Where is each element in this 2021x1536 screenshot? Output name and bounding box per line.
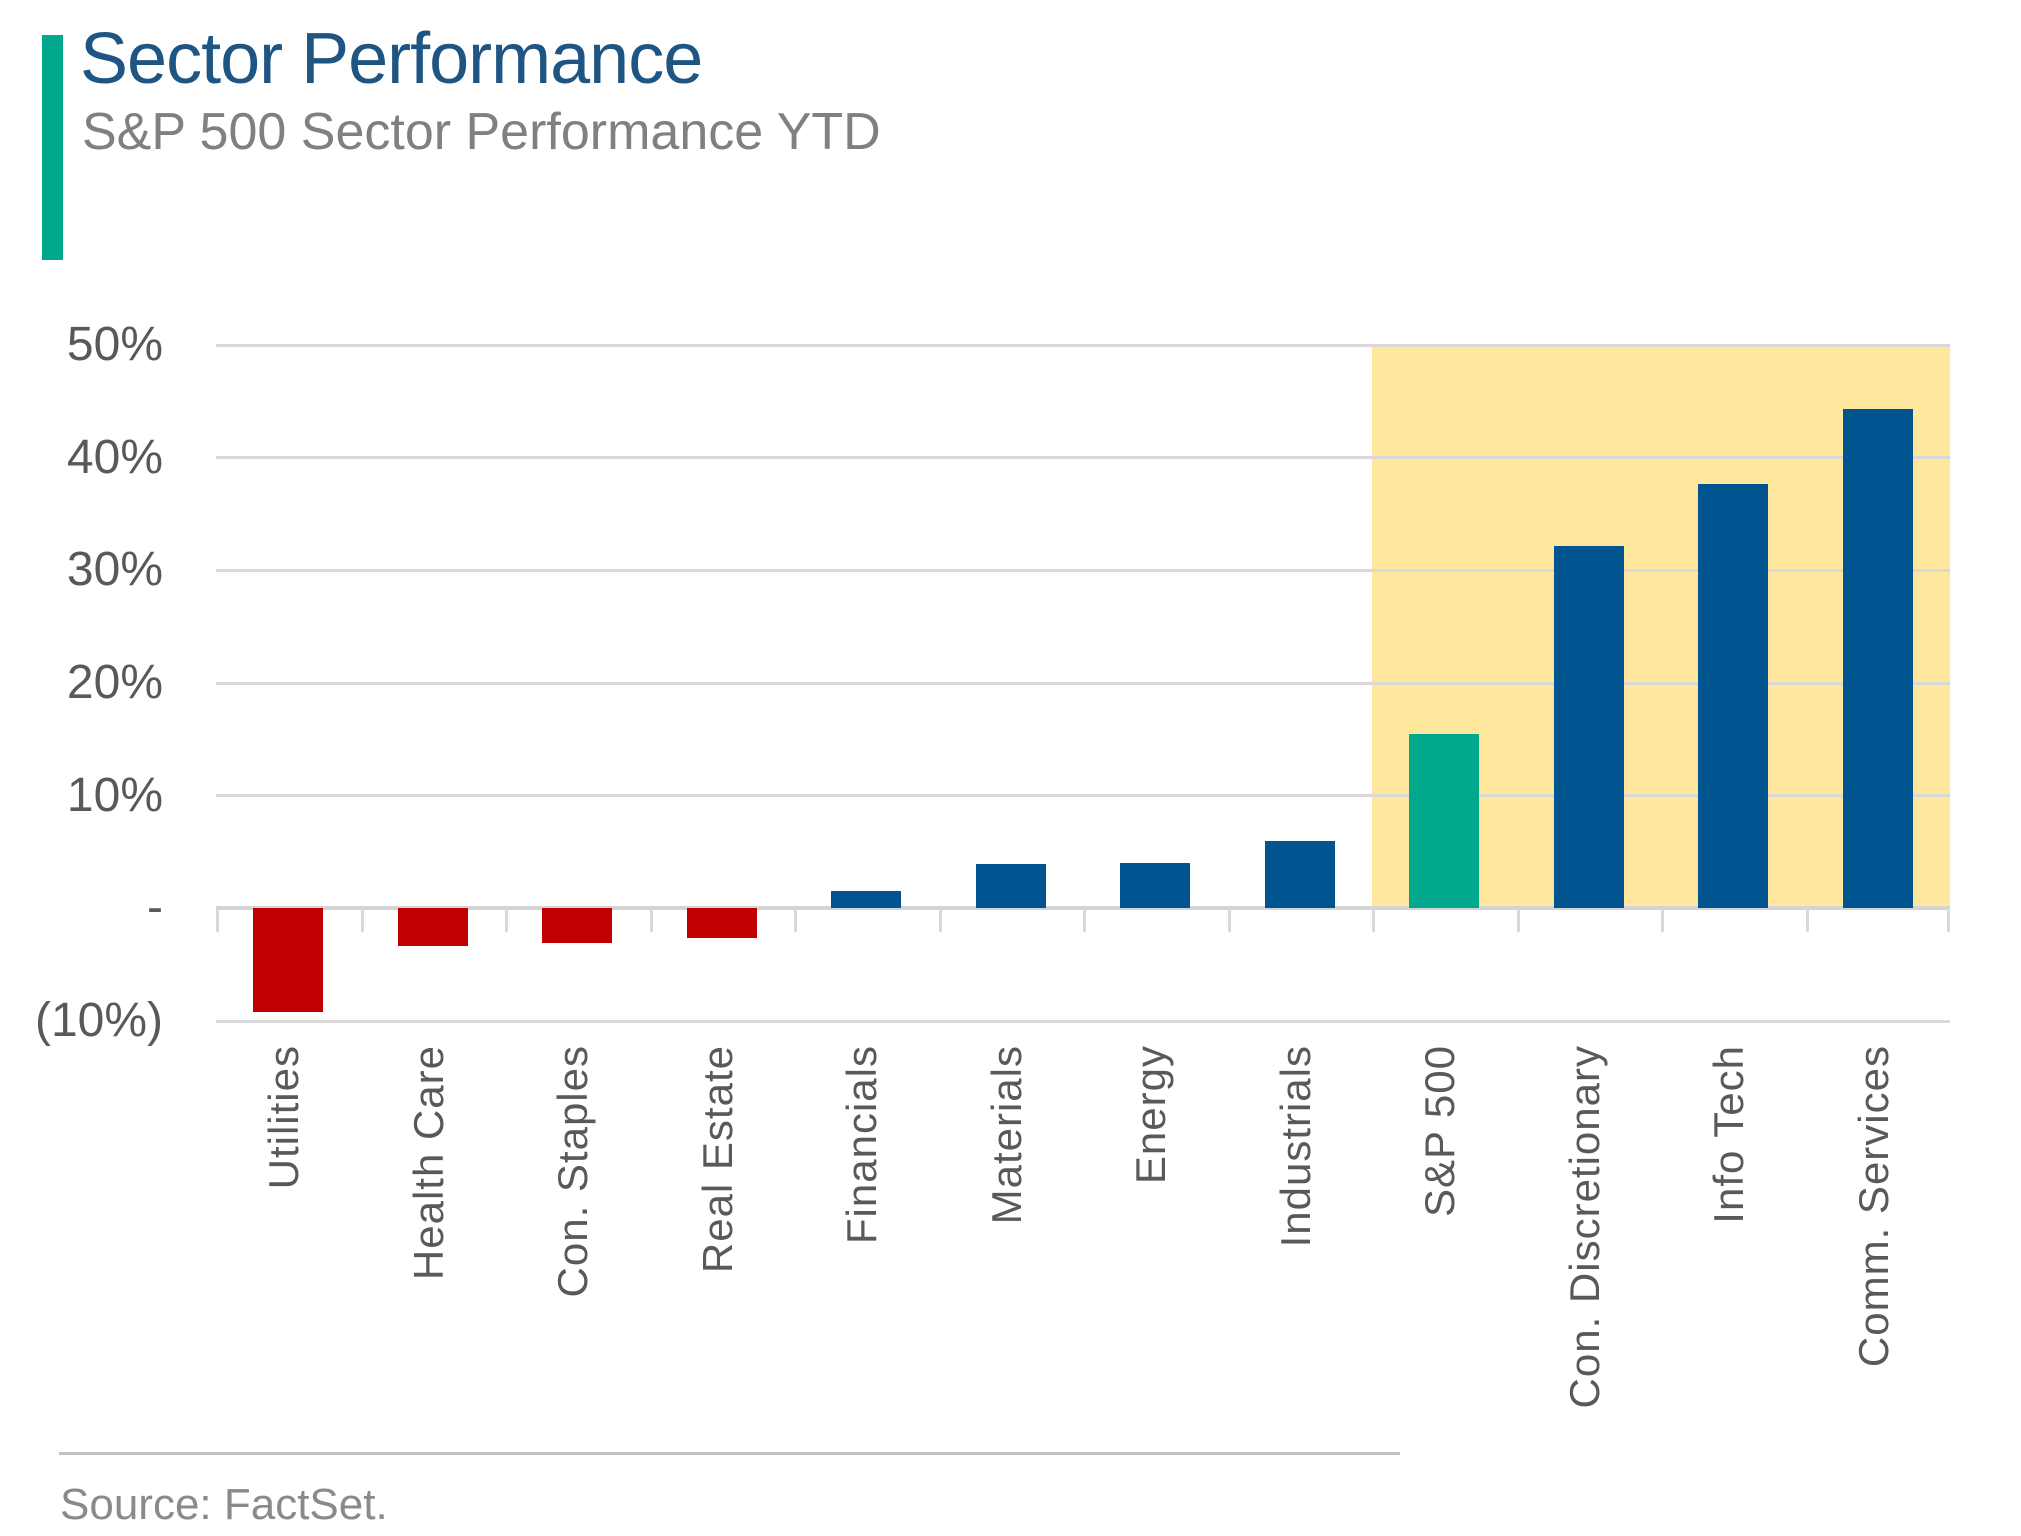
y-axis-label-10: (10%) [34,994,163,1047]
gridline [216,343,1950,347]
x-label-info-tech: Info Tech [1705,1045,1753,1224]
x-axis-tick [1227,908,1231,933]
x-label-comm-services: Comm. Services [1849,1045,1897,1368]
page-subtitle: S&P 500 Sector Performance YTD [82,103,881,161]
x-axis-tick [1516,908,1520,933]
bar-health-care [397,908,468,946]
x-axis-tick [360,908,364,933]
bar-utilities [253,908,324,1012]
page-title: Sector Performance [80,19,703,99]
x-label-health-care: Health Care [404,1045,452,1281]
x-axis-tick [794,908,797,933]
y-axis-label-50: 50% [66,318,163,371]
bar-materials [975,864,1046,909]
bar-comm-services [1842,409,1913,909]
gridline [216,681,1950,685]
bar-info-tech [1698,483,1769,909]
x-label-industrials: Industrials [1271,1045,1319,1248]
title-accent-bar [42,35,63,260]
x-axis-tick [938,908,942,933]
x-label-s-p-500: S&P 500 [1416,1045,1464,1218]
x-axis-tick [216,908,219,933]
x-axis-tick [1947,908,1950,933]
x-label-con-discretionary: Con. Discretionary [1560,1045,1608,1409]
x-axis-tick [505,908,508,933]
bar-s-p-500 [1409,733,1480,909]
x-label-financials: Financials [838,1045,886,1245]
bar-financials [831,891,902,909]
y-axis-label-10: 10% [66,768,163,822]
source-note: Source: FactSet. [60,1480,388,1529]
x-label-utilities: Utilities [260,1045,308,1190]
x-label-materials: Materials [982,1045,1030,1225]
x-axis-tick [1372,908,1375,933]
gridline [216,568,1950,572]
bar-chart [216,343,1950,1023]
bar-con-staples [542,908,613,944]
gridline [216,1019,1950,1023]
x-axis-tick [649,908,653,933]
x-axis-tick [1083,908,1086,933]
bar-industrials [1264,840,1335,909]
x-axis-tick [1805,908,1809,933]
x-axis-tick [1661,908,1664,933]
footer-divider [59,1452,1400,1455]
y-axis-label-: - [147,881,163,935]
x-label-con-staples: Con. Staples [549,1045,597,1298]
bar-real-estate [686,908,757,938]
y-axis-label-40: 40% [66,430,163,484]
bar-con-discretionary [1553,545,1624,909]
y-axis-label-20: 20% [66,656,163,709]
gridline [216,456,1950,460]
x-label-real-estate: Real Estate [693,1045,741,1274]
gridline [216,794,1950,798]
bar-energy [1120,863,1191,909]
x-label-energy: Energy [1127,1045,1175,1185]
y-axis-label-30: 30% [66,543,163,597]
